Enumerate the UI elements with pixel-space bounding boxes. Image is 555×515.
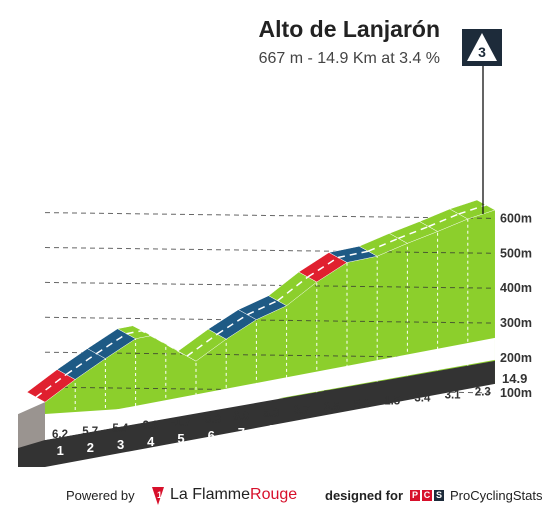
gradient-label: 6.0 <box>233 411 249 423</box>
designed-for-label: designed for <box>325 488 404 503</box>
brand-part-2: Rouge <box>250 486 298 503</box>
km-label: 9 <box>298 419 305 434</box>
km-label: 8 <box>268 422 275 437</box>
pcs-logo-letter-p: P <box>410 490 420 501</box>
category-triangle-icon <box>467 33 497 61</box>
road-white-edge <box>45 337 495 440</box>
finish-distance-label: 14.9 <box>502 371 527 386</box>
svg-text:1: 1 <box>157 490 162 500</box>
km-label: 1 <box>57 443 64 458</box>
km-label: 12 <box>385 410 399 425</box>
gradient-label: 3.7 <box>294 405 310 417</box>
km-label: 14 <box>446 404 461 419</box>
km-label: 11 <box>355 413 369 428</box>
climb-stats: 667 m - 14.9 Km at 3.4 % <box>258 50 440 67</box>
km-label: 5 <box>177 431 184 446</box>
road-center-line <box>337 250 369 259</box>
la-flamme-rouge-logo-icon: 1 <box>152 487 164 505</box>
road-center-line <box>277 276 309 302</box>
road-center-line <box>216 314 248 335</box>
pcs-logo-letter-c: C <box>422 490 432 501</box>
gradient-label: 3.4 <box>414 393 431 405</box>
road-strip <box>18 360 495 467</box>
elevation-grid-line <box>44 281 496 289</box>
gradient-label: -1.7 <box>171 417 191 429</box>
gradient-label: 3.1 <box>445 390 462 402</box>
km-label: 3 <box>117 437 124 452</box>
brand-part-1: La Flamme <box>170 486 251 503</box>
climb-title: Alto de Lanjarón <box>258 16 440 42</box>
procyclingstats-name: ProCyclingStats <box>450 488 543 503</box>
elevation-grid-line <box>44 212 496 219</box>
km-label: 6 <box>208 428 215 443</box>
elevation-tick-label: 200m <box>500 351 532 365</box>
km-label: 13 <box>415 407 429 422</box>
elevation-grid-line <box>44 316 496 324</box>
elevation-tick-label: 500m <box>500 246 532 260</box>
km-label: 4 <box>147 434 155 449</box>
road-center-line <box>186 333 218 357</box>
gradient-label: 1.5 <box>384 396 401 408</box>
gradient-label: 5.4 <box>112 423 129 435</box>
category-number: 3 <box>478 44 486 60</box>
road-center-line <box>307 256 339 278</box>
gradient-label: 5.3 <box>263 408 279 420</box>
road-center-line <box>428 213 460 228</box>
km-label: 7 <box>238 425 245 440</box>
pcs-logo-letter-s: S <box>434 490 444 501</box>
road-center-line <box>95 333 128 355</box>
elevation-grid-line <box>44 351 496 359</box>
gradient-label: 5.7 <box>82 426 98 438</box>
km-label: 10 <box>325 416 339 431</box>
elevation-tick-label: 300m <box>500 316 532 330</box>
gradient-label: -5.3 <box>201 414 221 426</box>
road-center-line <box>458 204 487 215</box>
gradient-label: 2.3 <box>475 387 491 399</box>
road-center-line <box>65 352 97 376</box>
powered-by-label: Powered by <box>66 488 135 503</box>
la-flamme-rouge-brand: La FlammeRouge <box>170 486 297 504</box>
gradient-label: 3.6 <box>143 420 159 432</box>
elevation-tick-label: 100m <box>500 386 532 400</box>
km-label: 2 <box>87 440 94 455</box>
gradient-label: 5.3 <box>354 399 370 411</box>
road-center-line <box>35 373 67 398</box>
gradient-label: 6.5 <box>324 402 341 414</box>
road-center-line <box>398 225 429 240</box>
gradient-label: 6.2 <box>52 429 68 441</box>
elevation-tick-label: 400m <box>500 281 532 295</box>
road-center-line <box>367 237 399 252</box>
road-center-line <box>247 300 278 316</box>
elevation-tick-label: 600m <box>500 211 532 225</box>
elevation-grid-line <box>44 247 496 254</box>
